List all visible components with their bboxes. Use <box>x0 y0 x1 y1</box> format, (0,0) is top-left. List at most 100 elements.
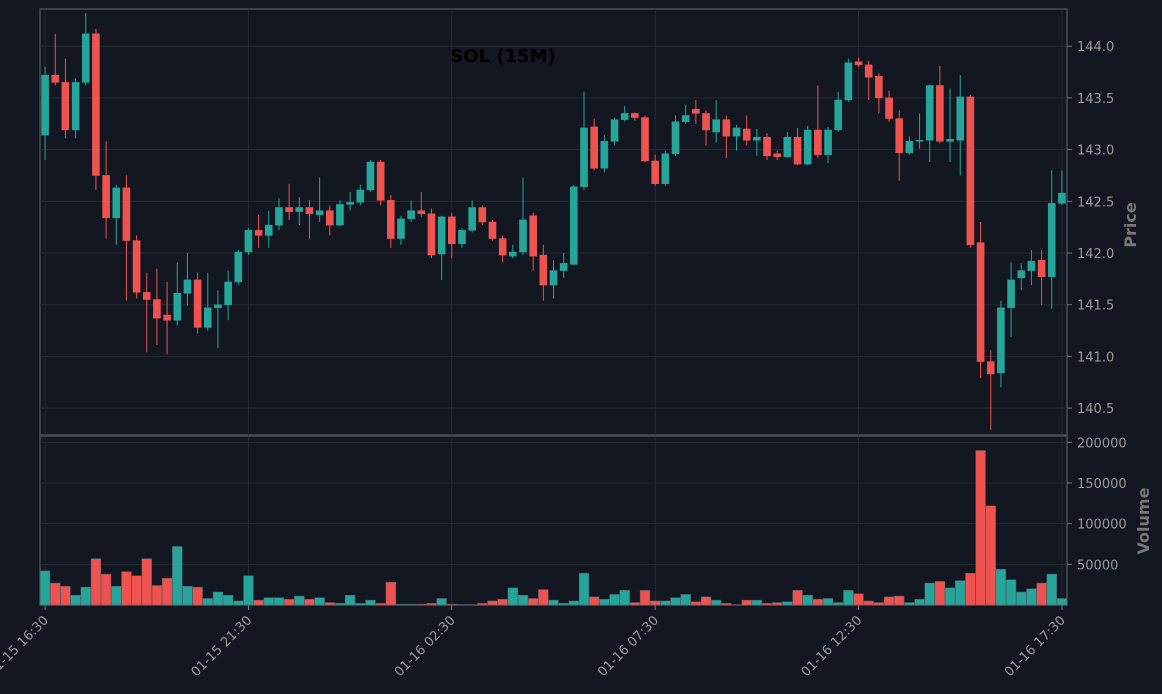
candle-body <box>620 113 629 120</box>
volume-bar <box>578 573 590 606</box>
y-tick-label: 141.5 <box>1077 299 1114 314</box>
candle-body <box>346 202 354 205</box>
x-tick-label: 01-16 02:30 <box>392 613 459 680</box>
volume-bar <box>131 575 142 606</box>
volume-bar <box>233 600 244 606</box>
x-tick-label: 01-15 21:30 <box>189 613 256 680</box>
volume-bar <box>741 599 752 606</box>
candle-body <box>366 161 375 191</box>
candle-body <box>590 126 598 169</box>
candle-body <box>803 129 812 165</box>
volume-tick-label: 50000 <box>1077 558 1118 573</box>
candle-body <box>814 129 822 156</box>
volume-bar <box>833 602 844 606</box>
volume-bar <box>243 575 254 606</box>
volume-bar <box>924 582 935 606</box>
candle-body <box>1007 279 1015 309</box>
volume-bar <box>202 598 213 606</box>
volume-bar <box>904 602 915 606</box>
candle-body <box>915 140 924 142</box>
volume-tick-label: 150000 <box>1077 477 1127 492</box>
candle-body <box>610 119 619 142</box>
candle-body <box>142 292 151 300</box>
volume-bar <box>873 602 885 606</box>
candle-body <box>732 127 741 137</box>
volume-bar <box>60 586 71 606</box>
candle-body <box>600 141 609 169</box>
volume-bar <box>345 594 356 606</box>
volume-bar <box>558 603 569 606</box>
x-tick-label: 01-16 07:30 <box>595 613 662 680</box>
candle-body <box>570 186 578 265</box>
candle-body <box>407 210 415 220</box>
volume-bar <box>711 599 722 606</box>
candle-body <box>458 230 466 244</box>
candle-body <box>468 207 476 231</box>
volume-bar <box>182 586 193 606</box>
candle-body <box>641 117 649 162</box>
candle-body <box>956 96 965 141</box>
candle-body <box>1017 270 1026 279</box>
candle-body <box>1037 260 1046 278</box>
volume-bar <box>853 593 864 606</box>
volume-bar <box>324 602 335 606</box>
candle-body <box>295 207 304 212</box>
candle-body <box>478 207 487 223</box>
volume-bar <box>70 594 81 606</box>
candle-body <box>844 62 853 101</box>
y-tick-label: 141.0 <box>1077 350 1114 365</box>
candle-body <box>946 139 954 142</box>
candle-body <box>997 307 1005 374</box>
volume-bar <box>568 600 579 606</box>
volume-bar <box>751 599 762 606</box>
volume-bar <box>141 558 152 606</box>
volume-bar <box>761 603 773 606</box>
volume-bar <box>965 573 976 606</box>
candle-body <box>549 270 558 286</box>
candle-body <box>925 85 934 141</box>
volume-bar <box>355 603 366 606</box>
volume-bar <box>477 603 488 606</box>
candle-body <box>214 304 222 309</box>
volume-bar <box>161 577 173 606</box>
candle-body <box>773 153 782 158</box>
candle-body <box>681 115 690 122</box>
candle-body <box>305 207 314 214</box>
volume-bar <box>100 573 112 606</box>
candle-body <box>783 136 792 158</box>
x-tick-label: 01-16 17:30 <box>1002 613 1069 680</box>
volume-bar <box>283 599 295 606</box>
volume-bar <box>1056 598 1068 606</box>
volume-bar <box>365 599 376 606</box>
volume-bar <box>934 581 946 606</box>
volume-bar <box>894 595 905 606</box>
volume-bar <box>273 597 285 606</box>
x-tick-label: 01-16 12:30 <box>799 613 866 680</box>
candle-body <box>631 113 639 118</box>
candle-body <box>986 361 995 375</box>
candle-body <box>875 75 883 99</box>
volume-bar <box>599 599 610 606</box>
candle-body <box>824 129 832 156</box>
volume-bar <box>639 590 651 606</box>
volume-bar <box>843 590 854 606</box>
y-tick-label: 143.0 <box>1077 144 1114 159</box>
volume-bar <box>111 586 122 606</box>
volume-bar <box>426 603 437 606</box>
candle-body <box>61 82 70 131</box>
candle-body <box>285 207 293 212</box>
volume-bar <box>883 596 895 606</box>
candle-body <box>203 307 212 328</box>
volume-bar <box>222 594 234 606</box>
volume-panel <box>39 435 1068 606</box>
chart-title: SOL (15M) <box>450 46 555 67</box>
candle-body <box>834 99 843 131</box>
candle-body <box>519 219 527 253</box>
candle-body <box>722 119 731 137</box>
candle-body <box>671 121 680 155</box>
candle-body <box>336 204 344 226</box>
y-tick-label: 143.5 <box>1077 92 1114 107</box>
candle-body <box>122 187 131 241</box>
candle-body <box>854 61 863 66</box>
candle-body <box>244 230 253 253</box>
